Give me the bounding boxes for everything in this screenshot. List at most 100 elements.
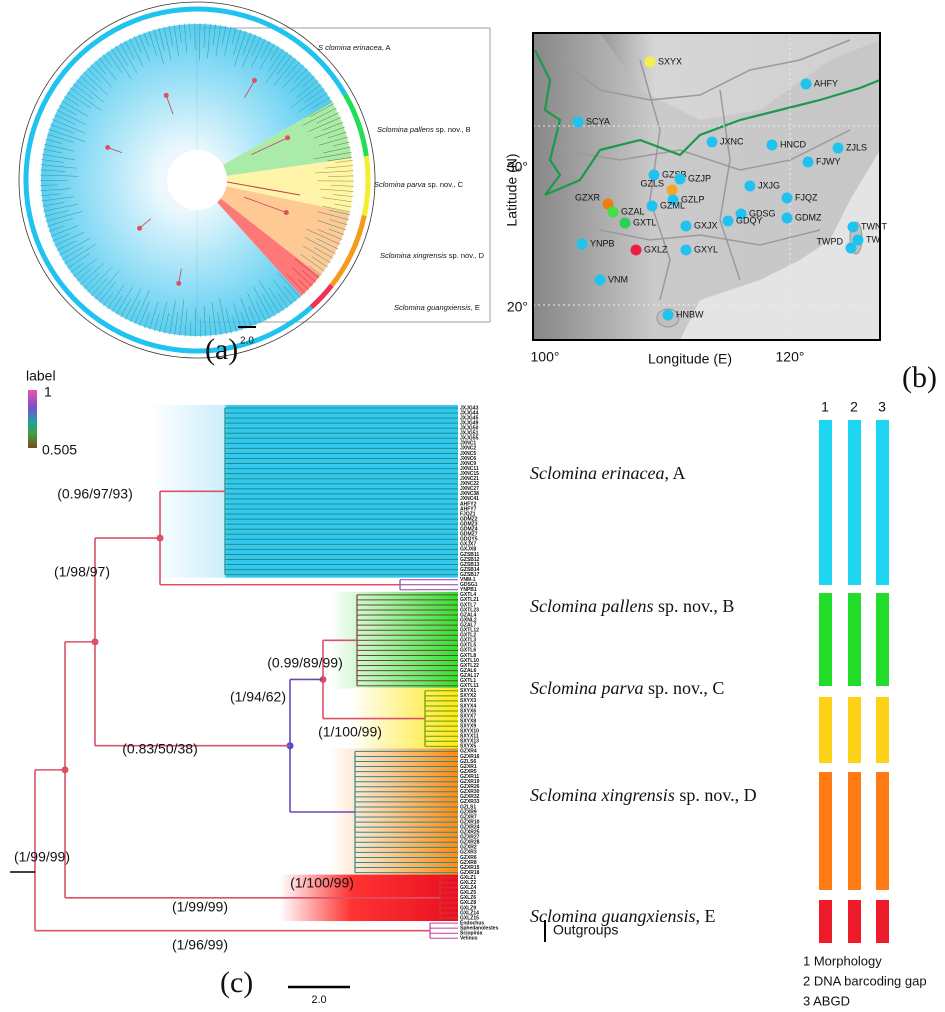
panel-label: (c) <box>220 966 253 999</box>
species-label: Sclomina erinacea, A <box>530 463 685 483</box>
species-suffix: sp. nov., B <box>654 596 735 616</box>
delimitation-bar <box>848 593 861 686</box>
legend-max: 1 <box>44 384 52 400</box>
x-axis-label: Longitude (E) <box>648 351 732 367</box>
delimitation-bar <box>819 900 832 943</box>
site-dot <box>573 117 584 128</box>
site-label: SXYX <box>658 56 682 66</box>
node <box>252 78 257 83</box>
species-name: Sclomina pallens <box>377 125 434 134</box>
legend-title: label <box>26 368 56 384</box>
site-label: GDQY <box>736 215 763 225</box>
method-header: 1 <box>821 399 829 415</box>
species-label: Sclomina pallens sp. nov., B <box>530 596 734 616</box>
species-suffix: , A <box>382 43 391 52</box>
site-label: YNPB <box>590 238 615 248</box>
page: { "panel_a": { "label": "(a)", "scale": … <box>0 0 945 1012</box>
site-dot <box>723 216 734 227</box>
delimitation-bar <box>876 420 889 585</box>
species-suffix: , E <box>471 303 480 312</box>
site-label: GZML <box>660 200 685 210</box>
site-dot <box>595 275 606 286</box>
clade-label: Sclomina guangxiensis, E <box>394 303 480 312</box>
species-name: Sclomina parva <box>530 678 643 698</box>
panel-label: (b) <box>902 361 937 394</box>
delimitation-bar <box>848 900 861 943</box>
site-label: GXTL <box>633 217 657 227</box>
species-name: S clomina erinacea <box>318 43 382 52</box>
site-label: FJWY <box>816 156 841 166</box>
y-axis-label: Latitude (N) <box>504 153 520 226</box>
site-label: VNM <box>608 274 628 284</box>
site-dot <box>681 245 692 256</box>
species-suffix: sp. nov., C <box>426 180 464 189</box>
delimitation-bar <box>876 900 889 943</box>
site-dot <box>833 143 844 154</box>
species-name: Sclomina xingrensis <box>380 251 447 260</box>
scale-label: 2.0 <box>311 994 326 1006</box>
site-dot <box>803 157 814 168</box>
node <box>137 226 142 231</box>
site-label: JXNC <box>720 136 744 146</box>
species-name: Sclomina xingrensis <box>530 785 675 805</box>
node <box>176 281 181 286</box>
site-label: GZAL <box>621 206 645 216</box>
x-tick-label: 100° <box>531 349 560 365</box>
support-value: (0.96/97/93) <box>57 486 133 502</box>
legend-min: 0.505 <box>42 442 77 458</box>
site-label: AHFY <box>814 78 838 88</box>
site-dot <box>707 137 718 148</box>
site-label: TWPD <box>817 236 844 246</box>
site-label: JXJG <box>758 180 780 190</box>
site-label: ZJLS <box>846 142 867 152</box>
node <box>284 210 289 215</box>
method-legend: 3 ABGD <box>803 993 850 1008</box>
site-label: GXJX <box>694 220 718 230</box>
species-suffix: , E <box>695 906 715 926</box>
delimitation-bar <box>848 697 861 763</box>
figure: S clomina erinacea, ASclomina pallens sp… <box>0 0 945 1012</box>
y-tick-label: 20° <box>507 299 528 315</box>
support-value: (0.99/89/99) <box>267 655 343 671</box>
site-dot <box>782 213 793 224</box>
species-name: Sclomina parva <box>374 180 426 189</box>
site-label: TWNT <box>861 221 887 231</box>
species-suffix: sp. nov., D <box>447 251 485 260</box>
support-value: (0.83/50/38) <box>122 741 198 757</box>
support-value: (1/100/99) <box>318 724 382 740</box>
site-dot <box>848 222 859 233</box>
species-label: Sclomina parva sp. nov., C <box>530 678 724 698</box>
site-dot <box>675 174 686 185</box>
site-dot <box>767 140 778 151</box>
legend-gradient <box>28 390 37 448</box>
support-value: (1/98/97) <box>54 564 110 580</box>
delimitation-bar <box>819 772 832 890</box>
node <box>285 135 290 140</box>
support-value: (1/94/62) <box>230 689 286 705</box>
site-dot <box>745 181 756 192</box>
site-dot <box>801 79 812 90</box>
support-value: (1/96/99) <box>172 937 228 953</box>
scale-label: 2.0 <box>240 336 254 347</box>
site-label: GZXR <box>575 192 601 202</box>
site-label: GXLZ <box>644 244 668 254</box>
site-dot <box>608 207 619 218</box>
x-tick-label: 120° <box>776 349 805 365</box>
species-suffix: , A <box>664 463 685 483</box>
site-dot <box>663 310 674 321</box>
delimitation-bar <box>876 593 889 686</box>
method-header: 2 <box>850 399 858 415</box>
site-dot <box>645 57 656 68</box>
panel-label: (a) <box>205 333 238 366</box>
species-suffix: sp. nov., C <box>643 678 724 698</box>
delimitation-bar <box>848 420 861 585</box>
site-dot <box>620 218 631 229</box>
delimitation-bar <box>819 420 832 585</box>
site-dot <box>681 221 692 232</box>
species-suffix: sp. nov., D <box>675 785 757 805</box>
site-label: SCYA <box>586 116 610 126</box>
method-legend: 2 DNA barcoding gap <box>803 973 927 988</box>
delimitation-bar <box>819 697 832 763</box>
clade-ring <box>364 156 368 215</box>
clade-label: S clomina erinacea, A <box>318 43 391 52</box>
